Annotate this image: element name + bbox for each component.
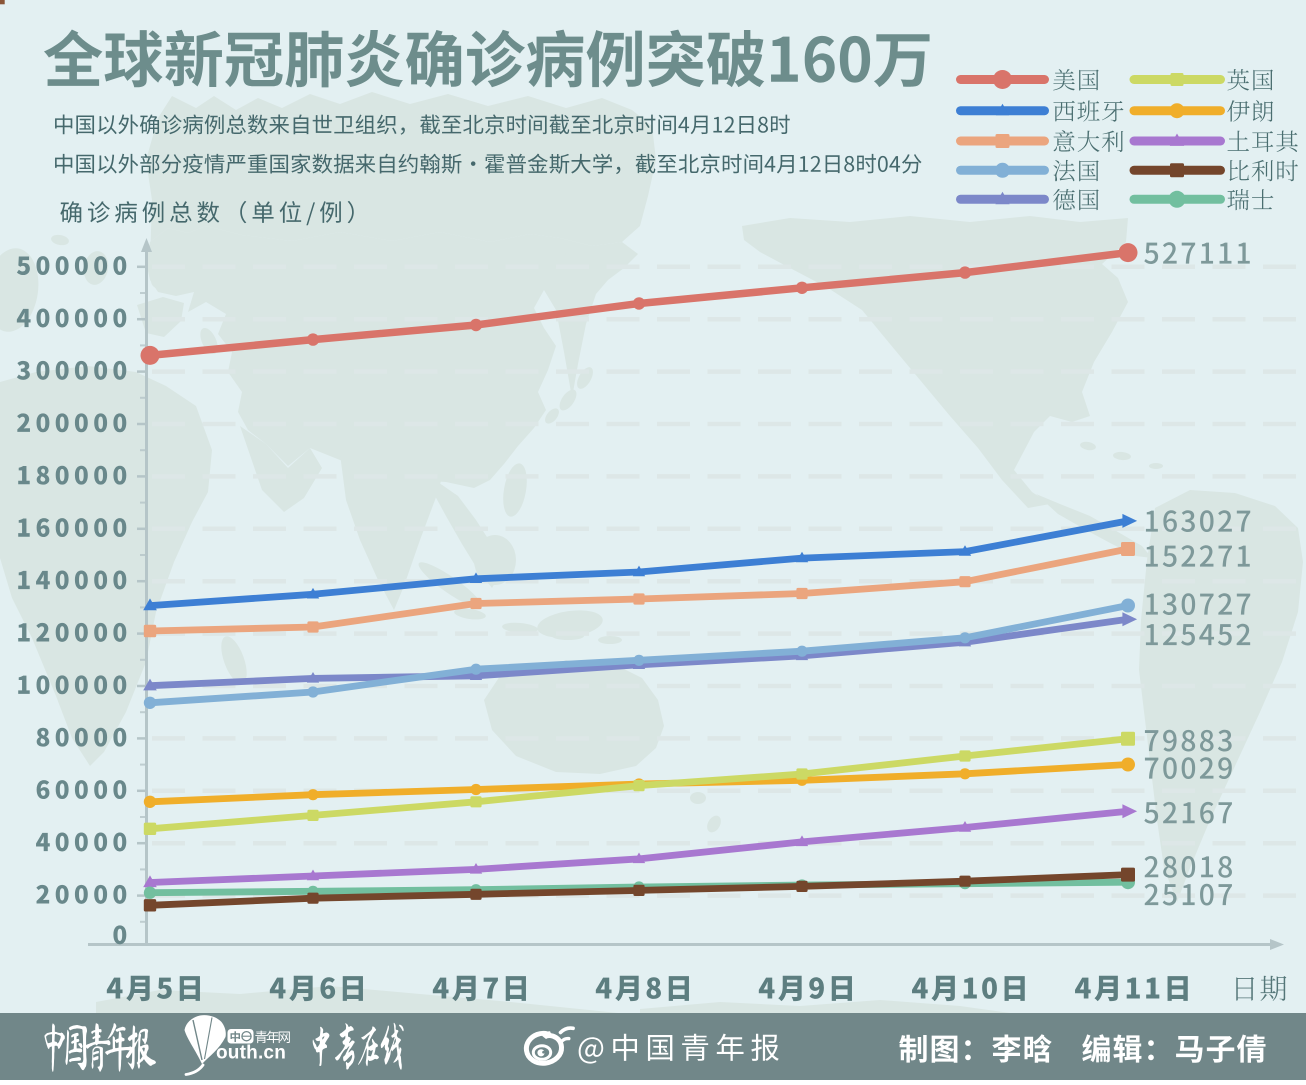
svg-text:outh.cn: outh.cn [216,1043,286,1064]
